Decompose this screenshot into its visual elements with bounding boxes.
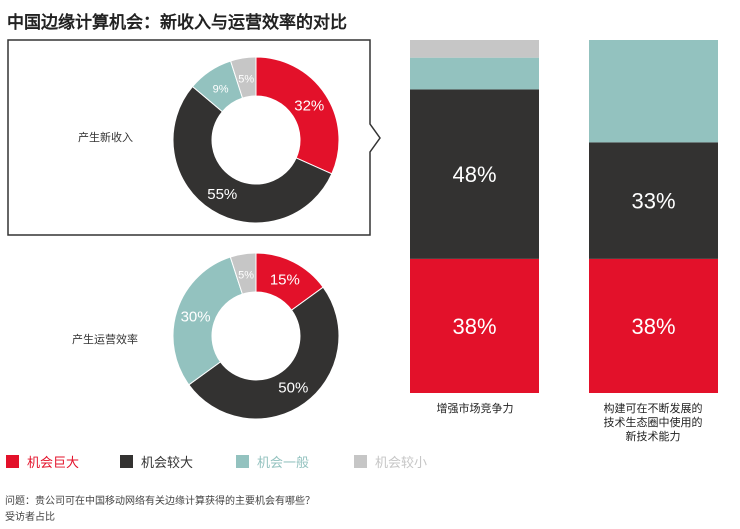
donut-slice (172, 85, 333, 224)
callout-box (7, 39, 381, 236)
question-note: 问题：贵公司可在中国移动网络有关边缘计算获得的主要机会有哪些？ (5, 496, 315, 507)
bar-segment (410, 40, 539, 58)
bar-label-2-line: 新技术能力 (625, 430, 681, 443)
donut-label-revenue: 产生新收入 (78, 131, 133, 144)
legend-item-small: 机会较小 (354, 452, 427, 471)
donut-slice (172, 256, 244, 386)
bar-label-2: 构建可在不断发展的 技术生态圈中使用的 新技术能力 (583, 402, 723, 444)
donut-slice (255, 56, 340, 175)
legend-item-huge: 机会巨大 (6, 452, 79, 471)
legend-item-large: 机会较大 (120, 452, 193, 471)
chart-title: 中国边缘计算机会：新收入与运营效率的对比 (7, 13, 347, 33)
donut-data-label: 55% (207, 186, 237, 203)
donut-slice (229, 252, 257, 295)
bar-segment (410, 57, 539, 90)
donut-data-label: 30% (181, 308, 211, 325)
bar-data-label: 38% (452, 314, 496, 339)
legend-label: 机会巨大 (27, 456, 80, 471)
legend-label: 机会较大 (141, 456, 194, 471)
donut-label-efficiency: 产生运营效率 (72, 333, 138, 346)
legend-item-normal: 机会一般 (236, 452, 309, 471)
bar-label-2-line: 构建可在不断发展的 (603, 402, 703, 415)
donut-data-label: 5% (238, 73, 254, 85)
bar-segment (410, 258, 539, 393)
legend-swatch (6, 455, 19, 468)
donut-data-label: 5% (238, 269, 254, 281)
donut-slice (229, 56, 257, 99)
legend-swatch (120, 455, 133, 468)
donut-slice (188, 286, 340, 420)
donut-data-label: 15% (270, 271, 300, 288)
bar-segment (589, 258, 718, 393)
bar-data-label: 38% (631, 314, 675, 339)
bar-data-label: 48% (452, 162, 496, 187)
legend-swatch (354, 455, 367, 468)
bar-label-2-line: 技术生态圈中使用的 (603, 416, 703, 429)
legend-label: 机会一般 (257, 456, 310, 471)
bar-label-1: 增强市场竞争力 (436, 402, 514, 415)
bar-segment (589, 40, 718, 143)
legend-swatch (236, 455, 249, 468)
bar-data-label: 33% (631, 189, 675, 214)
donut-data-label: 32% (294, 97, 324, 114)
legend-label: 机会较小 (375, 456, 428, 471)
donut-data-label: 50% (278, 379, 308, 396)
donut-data-label: 9% (213, 83, 229, 95)
unit-note: 受访者占比 (5, 512, 55, 523)
bar-segment (410, 89, 539, 259)
bar-segment (589, 142, 718, 259)
